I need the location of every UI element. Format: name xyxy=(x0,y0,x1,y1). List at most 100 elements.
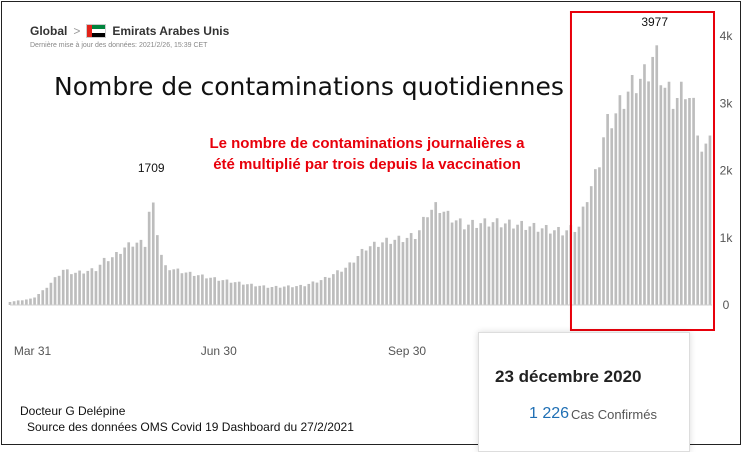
bar xyxy=(336,270,339,305)
bar xyxy=(332,274,335,305)
chevron-right-icon: > xyxy=(73,24,81,38)
bar xyxy=(102,257,106,305)
bar xyxy=(671,108,675,305)
bar xyxy=(229,282,233,305)
bar xyxy=(450,222,454,305)
bar xyxy=(557,226,560,305)
bar xyxy=(106,261,110,305)
annotation-line-1: Le nombre de contaminations journalières… xyxy=(209,135,525,152)
bar xyxy=(692,97,695,306)
breadcrumb-global-link[interactable]: Global xyxy=(30,24,68,38)
bar xyxy=(278,287,282,305)
bar xyxy=(372,241,376,305)
bar xyxy=(356,256,360,305)
bar xyxy=(176,268,180,305)
bar xyxy=(25,299,28,305)
bar xyxy=(655,45,659,305)
bar xyxy=(458,218,462,305)
peak-annotations: 1709 3977 xyxy=(138,15,668,175)
bar xyxy=(225,279,229,305)
bar xyxy=(135,242,139,305)
bar xyxy=(37,294,40,305)
bar xyxy=(65,269,69,305)
bar xyxy=(29,298,32,305)
bar xyxy=(495,218,499,305)
bar xyxy=(630,75,634,305)
bar xyxy=(196,275,200,305)
bar xyxy=(45,287,49,305)
bar xyxy=(209,277,212,305)
bar xyxy=(49,282,53,305)
bar xyxy=(307,283,311,305)
bar xyxy=(254,286,257,305)
bar xyxy=(659,85,663,306)
bar xyxy=(33,297,36,305)
bar xyxy=(589,186,593,305)
bar xyxy=(287,285,290,305)
bar xyxy=(573,231,577,305)
bar xyxy=(430,209,433,305)
bar xyxy=(397,235,401,305)
bar xyxy=(340,271,343,305)
bar xyxy=(201,274,204,305)
bar xyxy=(610,128,614,305)
bar xyxy=(217,280,221,305)
x-tick-label: Jun 30 xyxy=(201,344,237,358)
bar xyxy=(516,224,519,305)
bar xyxy=(352,262,356,305)
bar xyxy=(700,151,704,305)
bar xyxy=(385,237,388,305)
bar xyxy=(704,143,708,305)
bar xyxy=(417,230,421,305)
bar xyxy=(487,226,491,305)
bar xyxy=(82,273,86,305)
breadcrumb: Global > Emirats Arabes Unis xyxy=(30,24,229,38)
bar xyxy=(364,250,368,305)
bar xyxy=(381,242,384,305)
bar xyxy=(434,202,438,305)
bar xyxy=(643,64,646,305)
chart-title: Nombre de contaminations quotidiennes xyxy=(54,72,564,101)
bar xyxy=(98,264,102,305)
detail-label: Cas Confirmés xyxy=(571,407,657,422)
bar xyxy=(315,282,319,305)
bar xyxy=(323,276,327,305)
bar xyxy=(205,278,208,305)
y-axis: 0 1k 2k 3k 4k xyxy=(720,29,734,312)
bar xyxy=(442,211,446,305)
y-tick-label: 2k xyxy=(720,164,734,178)
credit-author: Docteur G Delépine xyxy=(20,404,126,418)
bar xyxy=(12,301,16,305)
bar xyxy=(282,286,286,305)
bar xyxy=(581,206,585,305)
bar xyxy=(233,282,237,305)
y-tick-label: 4k xyxy=(720,29,734,43)
bar xyxy=(422,216,425,305)
bar xyxy=(20,300,24,305)
bar xyxy=(221,280,225,305)
uae-flag-icon xyxy=(86,24,107,38)
bar xyxy=(667,81,671,305)
bar xyxy=(454,220,458,305)
bar xyxy=(663,87,667,305)
bar xyxy=(147,211,151,305)
bar xyxy=(111,257,114,305)
last-updated-text: Dernière mise à jour des données: 2021/2… xyxy=(30,42,208,49)
bar xyxy=(299,284,302,305)
bar xyxy=(237,281,241,305)
bar xyxy=(618,95,622,306)
bar xyxy=(57,275,61,305)
bar xyxy=(536,231,540,305)
bar xyxy=(61,269,65,305)
bar xyxy=(594,169,597,305)
bar xyxy=(606,114,609,305)
bar xyxy=(426,217,429,305)
bar xyxy=(90,268,94,305)
bar xyxy=(241,284,245,305)
bar xyxy=(368,246,372,305)
bar xyxy=(360,248,364,305)
detail-value: 1 226 xyxy=(529,405,570,422)
bar xyxy=(250,283,253,305)
bar xyxy=(86,270,90,305)
